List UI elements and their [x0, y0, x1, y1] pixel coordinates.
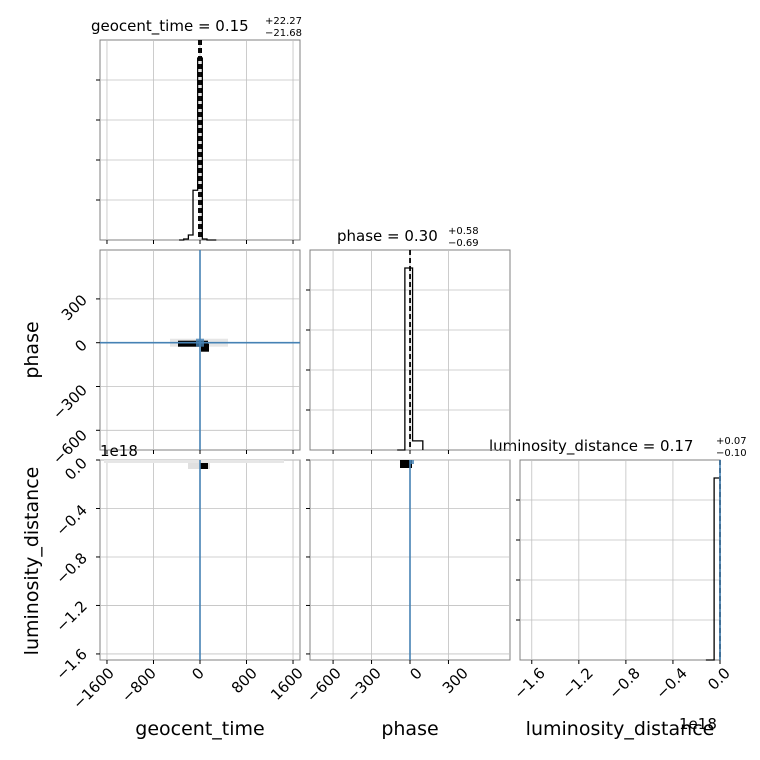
title-luminosity-distance: luminosity_distance = 0.17 +0.07 −0.10 — [489, 436, 747, 459]
density-core — [200, 460, 208, 469]
tick-marks — [96, 79, 721, 664]
x-axis-label-luminosity-distance: luminosity_distance — [526, 718, 715, 740]
density-core — [201, 343, 209, 352]
density-core — [178, 340, 208, 347]
y-axis-label-phase: phase — [21, 321, 43, 378]
title-geocent-time-lower: −21.68 — [265, 28, 302, 39]
y-offset-text: 1e18 — [100, 442, 138, 460]
histogram-step — [179, 57, 217, 241]
title-geocent-time-main: geocent_time = 0.15 — [91, 17, 249, 36]
title-phase-lower: −0.69 — [448, 238, 479, 249]
density-shade — [188, 460, 210, 469]
truth-lines — [100, 250, 721, 660]
title-luminosity-distance-lower: −0.10 — [716, 448, 747, 459]
density-core — [400, 460, 412, 468]
title-luminosity-distance-main: luminosity_distance = 0.17 — [489, 437, 693, 456]
x-offset-text: 1e18 — [679, 715, 717, 733]
title-luminosity-distance-upper: +0.07 — [716, 436, 747, 447]
x-axis-label-geocent-time: geocent_time — [135, 718, 264, 740]
x-axis-label-phase: phase — [381, 718, 438, 740]
y-axis-label-luminosity-distance: luminosity_distance — [21, 467, 43, 656]
title-phase-main: phase = 0.30 — [337, 227, 438, 245]
density-point — [410, 460, 414, 464]
title-phase: phase = 0.30 +0.58 −0.69 — [337, 226, 479, 249]
histogram-step — [397, 267, 424, 451]
title-geocent-time: geocent_time = 0.15 +22.27 −21.68 — [91, 16, 302, 39]
title-geocent-time-upper: +22.27 — [265, 16, 302, 27]
density-shade — [104, 460, 284, 463]
title-phase-upper: +0.58 — [448, 226, 479, 237]
